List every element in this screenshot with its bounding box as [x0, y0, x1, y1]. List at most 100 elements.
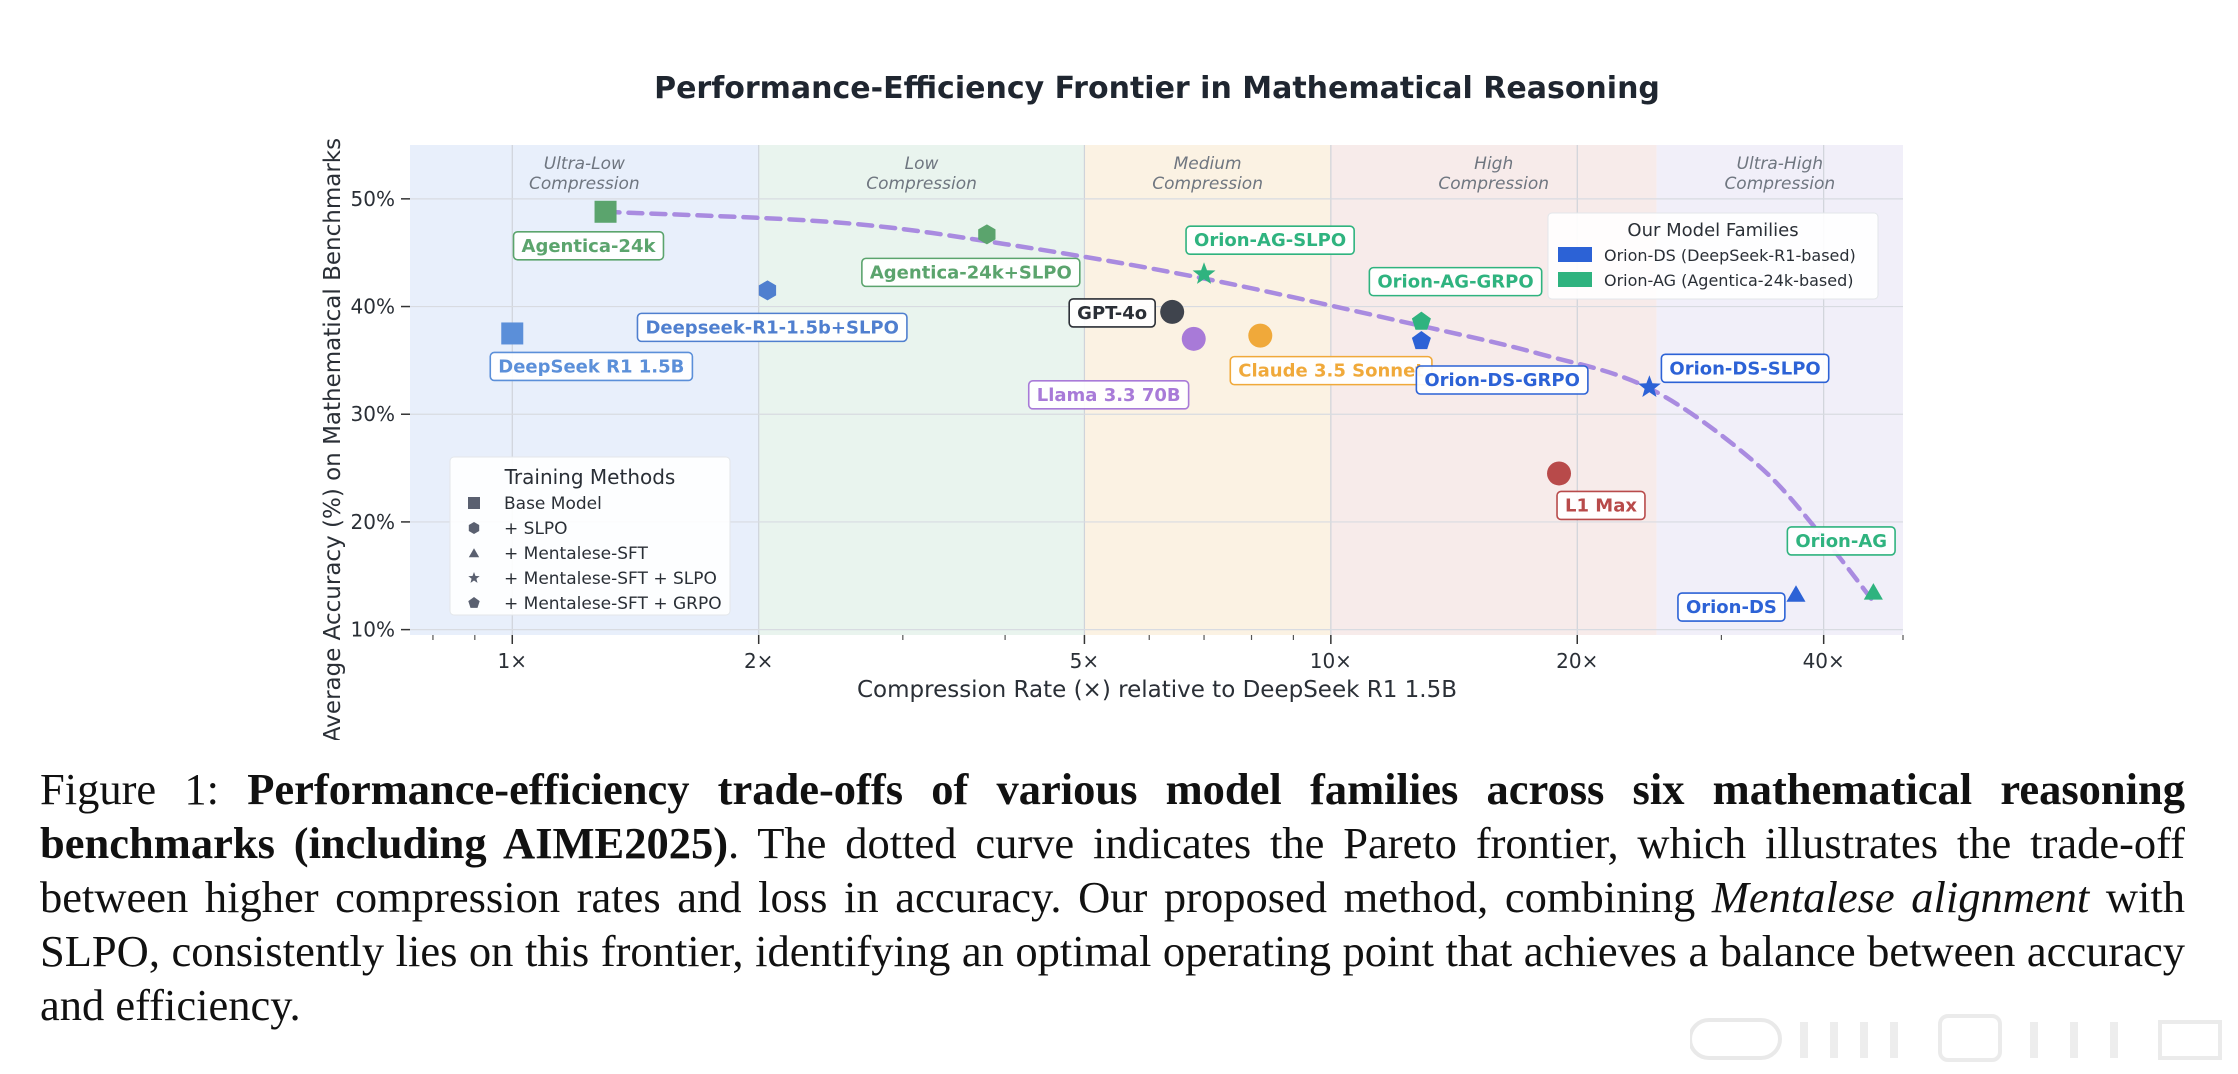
point-orion-ag — [1863, 583, 1883, 600]
axes: 1× 2× 5× 10× 20× 40× 10% 20% 30% 40% 50% — [351, 187, 1904, 673]
region-label-low: Low — [905, 154, 939, 174]
legend-swatch — [1558, 272, 1592, 287]
label-text-l1-max: L1 Max — [1565, 495, 1637, 516]
label-box-orion-ds-slpo — [1660, 353, 1830, 384]
watermark — [1690, 1014, 2222, 1062]
chart: Ultra-LowCompressionLowCompressionMedium… — [320, 71, 1904, 740]
x-tick-label: 40× — [1803, 649, 1845, 673]
legend-methods-item: + Mentalese-SFT + SLPO — [504, 569, 717, 589]
label-orion-ds: Orion-DS — [1677, 592, 1786, 622]
label-box-gpt-4o — [1068, 298, 1156, 328]
legend-model-families: Our Model Families Orion-DS (DeepSeek-R1-… — [1547, 212, 1879, 300]
legend-marker-star — [468, 572, 480, 583]
region-label-ultra-low: Ultra-Low — [544, 154, 625, 174]
label-box-orion-ds — [1677, 592, 1786, 622]
point-orion-ag-grpo — [1411, 311, 1431, 330]
pareto-frontier — [603, 209, 1876, 604]
label-box-deepseek-r1-1-5b-slpo — [636, 312, 908, 343]
label-text-agentica-24k-slpo: Agentica-24k+SLPO — [870, 262, 1072, 283]
legend-marker-hexagon — [468, 522, 480, 534]
legend-methods-item: + Mentalese-SFT — [504, 544, 649, 564]
caption-text-1: . The dotted curve indicates the Pareto … — [40, 818, 2185, 922]
x-tick-label: 20× — [1556, 649, 1598, 673]
legend-marker-pentagon — [468, 597, 480, 608]
legend-swatch — [1558, 247, 1592, 262]
label-agentica-24k-slpo: Agentica-24k+SLPO — [861, 257, 1081, 288]
region-label-line2: Compression — [1724, 174, 1835, 194]
label-l1-max: L1 Max — [1556, 490, 1646, 521]
legend-methods-box — [449, 456, 731, 616]
legend-methods-item: + Mentalese-SFT + GRPO — [504, 594, 722, 614]
point-agentica-24k-slpo — [978, 224, 996, 245]
label-box-orion-ag — [1786, 526, 1896, 556]
label-deepseek-r1-1-5b: DeepSeek R1 1.5B — [489, 351, 694, 382]
y-tick-label: 30% — [351, 402, 395, 426]
legend-marker-square — [468, 497, 480, 509]
label-box-l1-max — [1556, 490, 1646, 521]
x-tick-label: 5× — [1070, 649, 1099, 673]
label-text-orion-ag: Orion-AG — [1795, 531, 1887, 552]
legend-marker-triangle — [468, 548, 480, 558]
label-box-deepseek-r1-1-5b — [489, 351, 694, 382]
label-text-llama-3-3-70b: Llama 3.3 70B — [1037, 385, 1181, 406]
label-box-orion-ag-grpo — [1368, 266, 1543, 297]
label-text-deepseek-r1-1-5b: DeepSeek R1 1.5B — [498, 356, 684, 377]
label-text-claude-3-5-sonnet: Claude 3.5 Sonnet — [1238, 361, 1424, 382]
label-deepseek-r1-1-5b-slpo: Deepseek-R1-1.5b+SLPO — [636, 312, 908, 343]
point-orion-ag-slpo — [1192, 262, 1216, 284]
label-llama-3-3-70b: Llama 3.3 70B — [1027, 380, 1190, 410]
label-text-orion-ds-grpo: Orion-DS-GRPO — [1424, 370, 1580, 391]
label-text-orion-ds: Orion-DS — [1686, 597, 1777, 618]
caption-bold: Performance-efficiency trade-offs of var… — [40, 764, 2186, 868]
label-orion-ag: Orion-AG — [1786, 526, 1896, 556]
region-labels: Ultra-LowCompressionLowCompressionMedium… — [529, 154, 1835, 194]
chart-title: Performance-Efficiency Frontier in Mathe… — [654, 71, 1660, 106]
label-orion-ds-grpo: Orion-DS-GRPO — [1415, 365, 1589, 395]
y-tick-label: 40% — [351, 295, 395, 319]
figure-caption: Figure 1: Performance-efficiency trade-o… — [40, 762, 2185, 1032]
x-tick-label: 2× — [744, 649, 773, 673]
region-label-ultra-high: Ultra-High — [1737, 154, 1823, 174]
label-text-orion-ds-slpo: Orion-DS-SLPO — [1669, 358, 1820, 379]
legend-training-methods: Training Methods Base Model + SLPO + Mental… — [449, 456, 731, 616]
legend-methods-title: Training Methods — [504, 465, 676, 489]
label-box-agentica-24k-slpo — [861, 257, 1081, 288]
point-claude-3-5-sonnet — [1248, 323, 1273, 348]
x-axis-label: Compression Rate (×) relative to DeepSee… — [857, 677, 1457, 703]
label-orion-ag-slpo: Orion-AG-SLPO — [1185, 225, 1355, 256]
point-orion-ds-slpo — [1638, 375, 1661, 397]
x-tick-label: 1× — [498, 649, 527, 673]
label-text-orion-ag-grpo: Orion-AG-GRPO — [1377, 272, 1533, 293]
label-text-agentica-24k: Agentica-24k — [522, 236, 657, 257]
region-label-high: High — [1474, 154, 1513, 174]
point-orion-ds — [1786, 585, 1806, 602]
y-axis-label: Average Accuracy (%) on Mathematical Ben… — [320, 138, 346, 740]
pareto-frontier-curve — [603, 209, 1876, 604]
point-labels: DeepSeek R1 1.5B Agentica-24k Deepseek-R1-… — [489, 225, 1896, 622]
point-deepseek-r1-1-5b-slpo — [758, 280, 777, 301]
label-box-orion-ds-grpo — [1415, 365, 1589, 395]
label-claude-3-5-sonnet: Claude 3.5 Sonnet — [1229, 355, 1433, 386]
point-gpt-4o — [1160, 299, 1185, 324]
label-text-gpt-4o: GPT-4o — [1077, 303, 1147, 324]
region-label-line2: Compression — [866, 174, 977, 194]
x-tick-label: 10× — [1310, 649, 1352, 673]
label-orion-ds-slpo: Orion-DS-SLPO — [1660, 353, 1830, 384]
label-box-llama-3-3-70b — [1027, 380, 1190, 410]
legend-families-item: Orion-DS (DeepSeek-R1-based) — [1604, 246, 1856, 265]
point-llama-3-3-70b — [1181, 326, 1206, 351]
region-label-line2: Compression — [1438, 174, 1549, 194]
label-text-orion-ag-slpo: Orion-AG-SLPO — [1194, 230, 1346, 251]
label-orion-ag-grpo: Orion-AG-GRPO — [1368, 266, 1543, 297]
point-agentica-24k — [594, 200, 617, 223]
label-agentica-24k: Agentica-24k — [512, 230, 665, 261]
caption-text-2: with SLPO, consistently lies on this fro… — [40, 872, 2185, 1030]
label-text-deepseek-r1-1-5b-slpo: Deepseek-R1-1.5b+SLPO — [645, 317, 898, 338]
caption-italic: Mentalese alignment — [1711, 872, 2090, 922]
label-box-agentica-24k — [512, 230, 665, 261]
legend-families-item: Orion-AG (Agentica-24k-based) — [1604, 271, 1853, 290]
point-deepseek-r1-1-5b — [501, 322, 524, 345]
data-points — [501, 200, 1883, 602]
label-box-orion-ag-slpo — [1185, 225, 1355, 256]
point-orion-ds-grpo — [1411, 331, 1431, 350]
